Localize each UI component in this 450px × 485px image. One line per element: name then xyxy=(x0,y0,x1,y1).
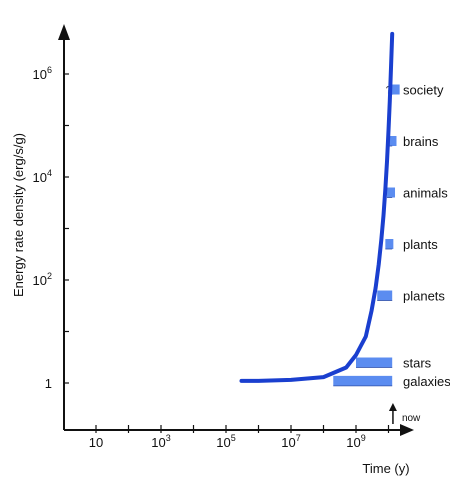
x-tick-label: 10 xyxy=(89,435,103,450)
era-label-brains: brains xyxy=(403,134,439,149)
y-tick-label: 1 xyxy=(45,376,52,391)
era-label-planets: planets xyxy=(403,289,445,304)
era-band-plants xyxy=(385,239,394,250)
era-labels: galaxies stars planets plants animals brains s… xyxy=(403,83,450,389)
series-line xyxy=(239,31,395,383)
era-band-stars xyxy=(356,357,393,368)
x-tick-label: 105 xyxy=(216,433,235,450)
x-tick-label: 107 xyxy=(281,433,300,450)
series-layer xyxy=(239,31,395,383)
x-axis-title: Time (y) xyxy=(362,461,409,476)
y-axis-arrowhead xyxy=(58,24,70,40)
x-tick-label: 109 xyxy=(346,433,365,450)
y-axis-title: Energy rate density (erg/s/g) xyxy=(11,133,26,297)
era-label-society: society xyxy=(403,83,444,98)
y-axis-ticks: 1 102 104 106 xyxy=(33,65,69,391)
y-tick-label: 104 xyxy=(33,168,52,185)
y-tick-label: 102 xyxy=(33,271,52,288)
era-label-galaxies: galaxies xyxy=(403,374,450,389)
era-band-society xyxy=(391,84,400,95)
now-label: now xyxy=(402,413,421,424)
era-label-animals: animals xyxy=(403,186,448,201)
era-label-plants: plants xyxy=(403,237,438,252)
y-tick-label: 106 xyxy=(33,65,52,82)
era-band-galaxies xyxy=(333,375,393,386)
era-band-brains xyxy=(388,136,397,147)
axes xyxy=(58,24,414,436)
era-label-stars: stars xyxy=(403,356,432,371)
x-axis-arrowhead xyxy=(400,424,414,436)
x-tick-label: 103 xyxy=(151,433,170,450)
era-band-planets xyxy=(377,290,393,301)
era-band-animals xyxy=(387,187,396,198)
x-axis-ticks: 10 103 105 107 109 xyxy=(89,425,390,450)
now-arrow-head xyxy=(388,403,397,411)
now-marker: now xyxy=(388,403,421,424)
